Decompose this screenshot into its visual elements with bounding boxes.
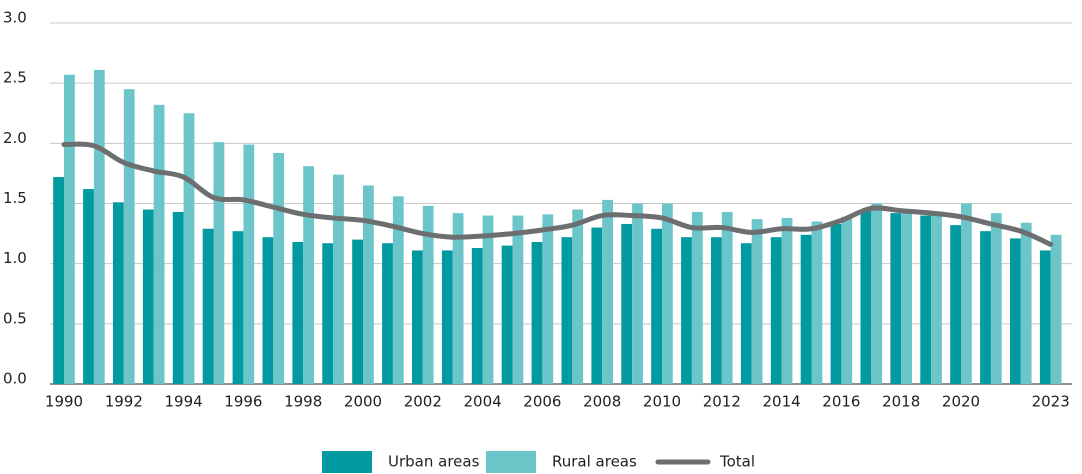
y-tick-label: 3.0 [3,9,27,27]
legend-label: Urban areas [388,453,480,471]
bar [471,248,483,384]
bar [452,213,464,384]
bar [333,174,344,384]
bar [871,203,883,384]
x-tick-label: 2012 [703,393,741,411]
bar [392,196,404,384]
x-tick-label: 2023 [1032,393,1070,411]
bar [860,209,872,384]
bar [890,213,902,384]
bar [961,203,972,384]
bar [770,237,782,384]
x-tick-label: 2006 [523,393,561,411]
bar [363,185,374,384]
bar [542,214,554,384]
bar [262,237,274,384]
bar [901,209,912,384]
bar [183,113,195,384]
legend-label: Rural areas [552,453,637,471]
bar [1010,238,1021,384]
bar [213,142,225,384]
y-tick-label: 0.0 [3,370,27,388]
bar [412,250,423,384]
bar [632,203,643,384]
x-tick-label: 2016 [822,393,860,411]
bar [382,243,393,384]
bar [980,231,991,384]
bar [830,223,842,384]
x-tick-label: 2018 [882,393,920,411]
bar [602,199,613,384]
x-tick-label: 2004 [464,393,502,411]
bar [153,104,165,385]
x-tick-label: 2008 [583,393,621,411]
bar [950,225,961,384]
x-tick-label: 2002 [404,393,442,411]
bar [781,217,793,384]
x-tick-label: 1992 [105,393,143,411]
x-tick-label: 1996 [224,393,262,411]
bar [572,209,584,384]
bar [751,219,763,384]
bar [662,203,673,384]
bar [243,144,255,384]
bar [83,189,94,384]
bar [990,213,1002,384]
x-tick-label: 2000 [344,393,382,411]
bar [64,74,75,384]
legend-label: Total [719,453,755,471]
bar [441,250,453,384]
x-tick-label: 1998 [284,393,322,411]
line [61,141,1054,247]
bar [621,223,633,384]
bar [841,216,853,384]
bar [691,211,703,384]
bar [202,228,214,384]
bar [561,237,573,384]
bar [352,239,363,384]
bar [113,202,124,384]
bar [1020,222,1032,384]
bar [721,211,733,384]
y-tick-label: 1.0 [3,249,27,267]
bar [172,211,184,384]
x-tick-label: 2014 [763,393,801,411]
x-tick-label: 2010 [643,393,681,411]
bar [1039,250,1051,384]
bar [142,209,154,384]
bar [591,227,603,384]
legend-swatch [322,451,372,473]
y-tick-label: 2.0 [3,129,27,147]
bar [931,211,942,384]
bar [123,89,135,384]
bar [1050,234,1062,384]
x-tick-label: 1990 [45,393,83,411]
bar [501,245,513,384]
bar [232,231,244,384]
bar [920,215,932,384]
bar [512,215,524,384]
bar [53,177,64,384]
bar [303,166,314,384]
legend-swatch [486,451,536,473]
bar [422,205,434,384]
bar [681,237,692,384]
bar [711,237,722,384]
x-tick-label: 2020 [942,393,980,411]
bar [531,242,543,384]
x-tick-label: 1994 [165,393,203,411]
bar [811,221,823,384]
y-tick-label: 0.5 [3,309,27,327]
y-tick-label: 2.5 [3,69,27,87]
bar [482,215,494,384]
bar [800,234,812,384]
bar [651,228,662,384]
bar [740,243,752,384]
bar [322,243,334,384]
bar [273,152,285,384]
bar [93,69,105,385]
bar [292,242,304,384]
y-tick-label: 1.5 [3,189,27,207]
